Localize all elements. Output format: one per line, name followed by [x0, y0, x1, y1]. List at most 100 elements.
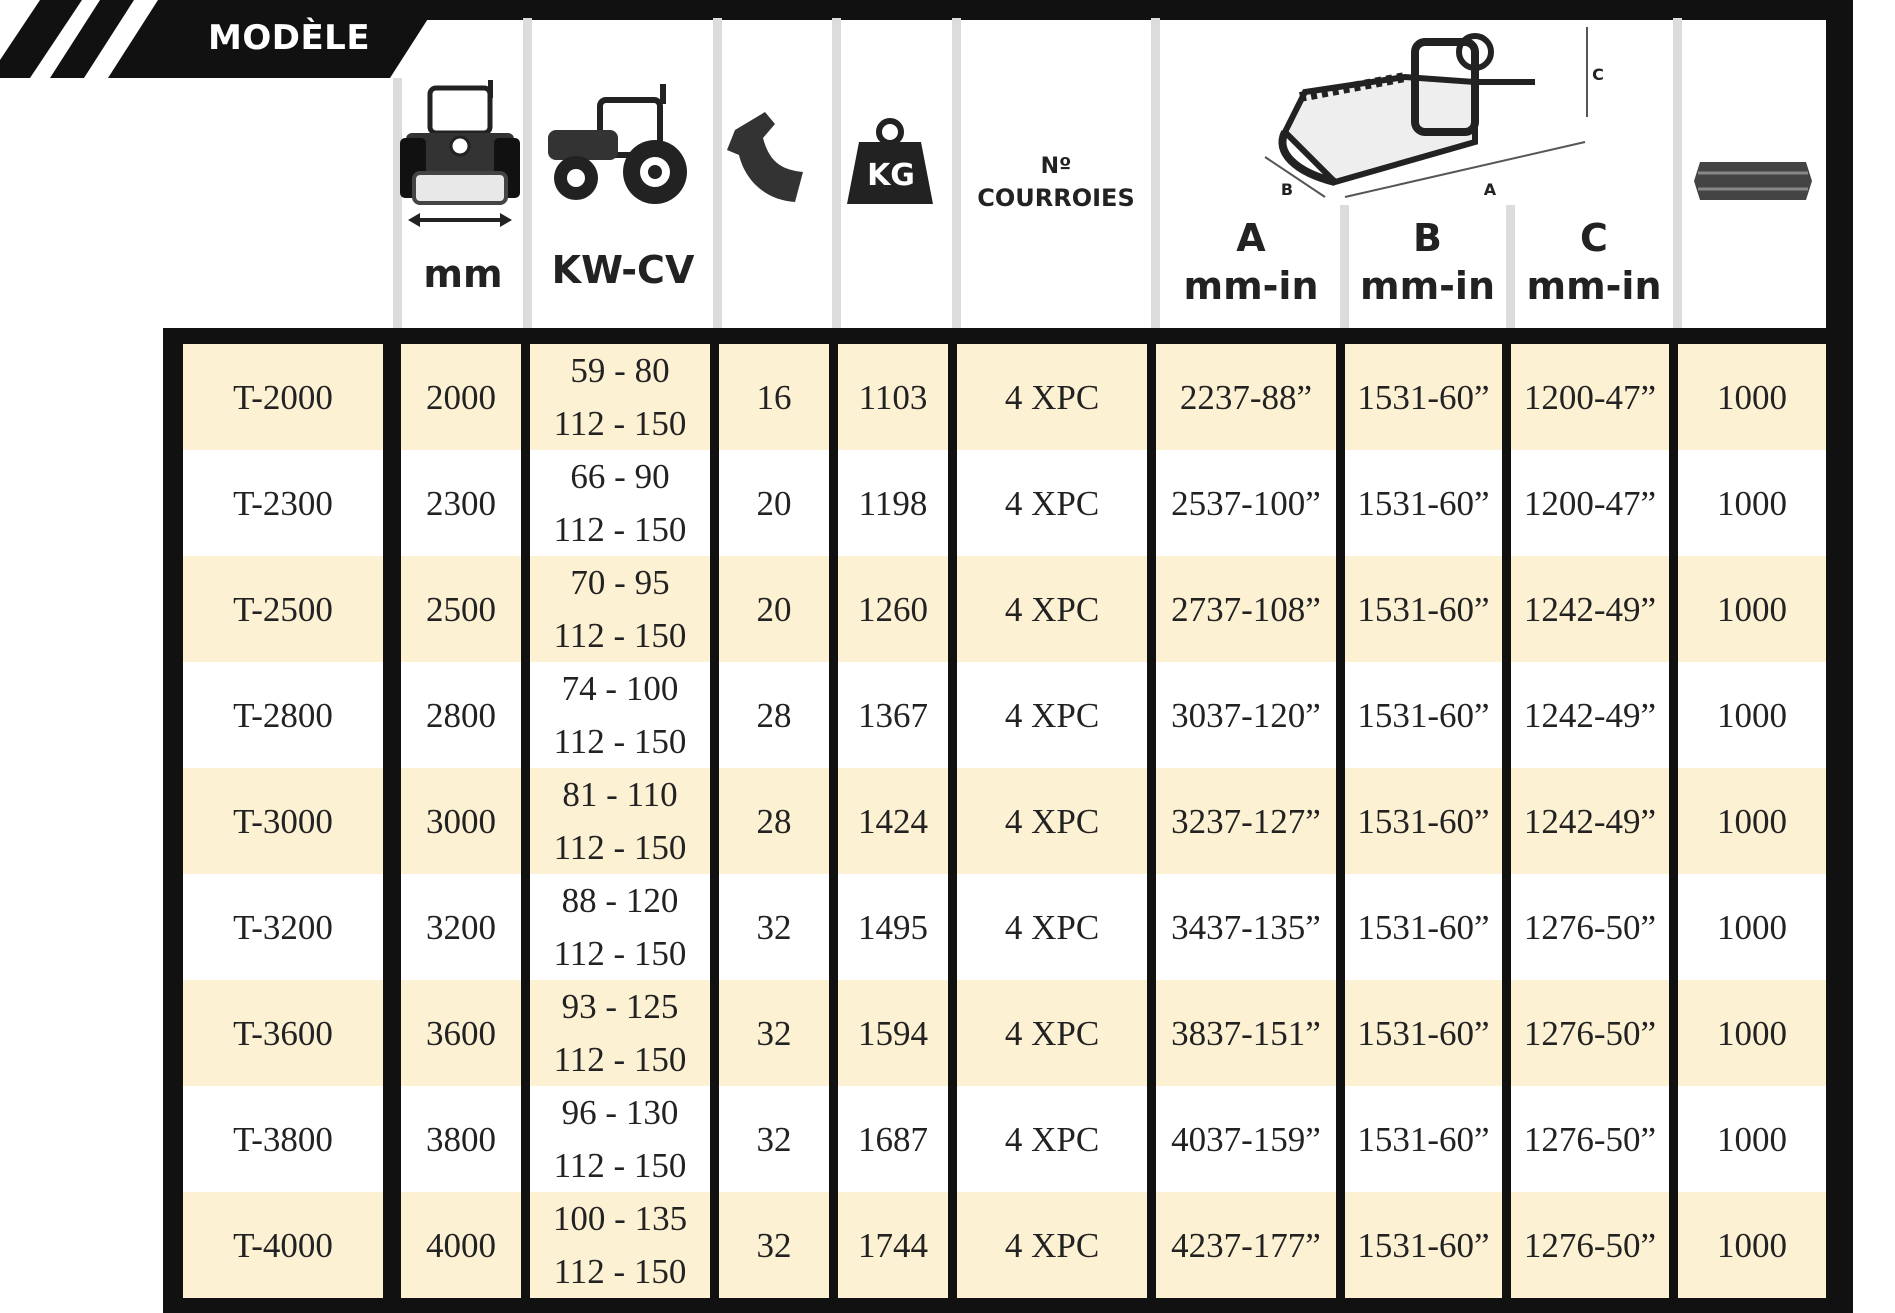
cell-model: T-3200 — [183, 874, 383, 980]
cell-power-cv: 112 - 150 — [553, 722, 687, 761]
model-column-title: MODÈLE — [208, 18, 371, 58]
header-separator — [393, 78, 402, 330]
cell-dimension-a: 3037-120” — [1156, 662, 1336, 768]
cell-power: 93 - 125 112 - 150 — [530, 980, 710, 1086]
table-row: T-3200 3200 88 - 120 112 - 150 32 1495 4 XPC 34… — [163, 874, 1826, 980]
cell-blades: 32 — [719, 980, 829, 1086]
cell-power-kw: 100 - 135 — [552, 1199, 688, 1238]
flail-blade-icon — [727, 112, 803, 202]
cell-dimension-c: 1276-50” — [1511, 1192, 1669, 1298]
cell-model: T-4000 — [183, 1192, 383, 1298]
header-separator — [1673, 18, 1682, 330]
diagram-label-b: B — [1280, 180, 1294, 199]
cell-weight: 1424 — [838, 768, 948, 874]
cell-dimension-c: 1276-50” — [1511, 1086, 1669, 1192]
cell-belts: 4 XPC — [957, 980, 1147, 1086]
cell-width-mm: 3800 — [401, 1086, 521, 1192]
cell-power-cv: 112 - 150 — [553, 1040, 687, 1079]
belts-label-line1: Nº — [1040, 154, 1072, 179]
header-separator — [952, 18, 961, 330]
cell-pto: 1000 — [1678, 1192, 1826, 1298]
cell-dimension-b: 1531-60” — [1345, 768, 1502, 874]
table-row: T-4000 4000 100 - 135 112 - 150 32 1744 4 XPC 4… — [163, 1192, 1826, 1298]
width-unit-label: mm — [423, 252, 503, 296]
cell-dimension-a: 2737-108” — [1156, 556, 1336, 662]
cell-dimension-c: 1200-47” — [1511, 450, 1669, 556]
table-row: T-2300 2300 66 - 90 112 - 150 20 1198 4 XPC 253… — [163, 450, 1826, 556]
table-top-border — [393, 0, 1853, 20]
cell-dimension-a: 3237-127” — [1156, 768, 1336, 874]
cell-power-kw: 74 - 100 — [561, 669, 679, 708]
cell-pto: 1000 — [1678, 344, 1826, 450]
cell-blades: 16 — [719, 344, 829, 450]
cell-width-mm: 2000 — [401, 344, 521, 450]
cell-width-mm: 3600 — [401, 980, 521, 1086]
table-row: T-3000 3000 81 - 110 112 - 150 28 1424 4 XPC 32… — [163, 768, 1826, 874]
cell-power: 66 - 90 112 - 150 — [530, 450, 710, 556]
cell-belts: 4 XPC — [957, 344, 1147, 450]
cell-power-cv: 112 - 150 — [553, 1146, 687, 1185]
cell-weight: 1103 — [838, 344, 948, 450]
cell-model: T-3000 — [183, 768, 383, 874]
cell-width-mm: 2300 — [401, 450, 521, 556]
table-row: T-2500 2500 70 - 95 112 - 150 20 1260 4 XPC 273… — [163, 556, 1826, 662]
cell-weight: 1744 — [838, 1192, 948, 1298]
cell-power-kw: 88 - 120 — [561, 881, 679, 920]
cell-dimension-a: 2537-100” — [1156, 450, 1336, 556]
cell-dimension-c: 1276-50” — [1511, 980, 1669, 1086]
cell-power: 70 - 95 112 - 150 — [530, 556, 710, 662]
cell-power: 81 - 110 112 - 150 — [530, 768, 710, 874]
cell-belts: 4 XPC — [957, 1192, 1147, 1298]
cell-dimension-b: 1531-60” — [1345, 874, 1502, 980]
cell-model: T-3800 — [183, 1086, 383, 1192]
cell-blades: 32 — [719, 1086, 829, 1192]
cell-power-kw: 93 - 125 — [561, 987, 679, 1026]
cell-dimension-b: 1531-60” — [1345, 450, 1502, 556]
cell-dimension-b: 1531-60” — [1345, 1192, 1502, 1298]
cell-power-cv: 112 - 150 — [553, 510, 687, 549]
header-separator — [523, 18, 532, 330]
cell-pto: 1000 — [1678, 450, 1826, 556]
cell-blades: 20 — [719, 556, 829, 662]
cell-dimension-c: 1200-47” — [1511, 344, 1669, 450]
cell-power-cv: 112 - 150 — [553, 828, 687, 867]
dimension-b-letter: B — [1413, 216, 1442, 260]
cell-power: 100 - 135 112 - 150 — [530, 1192, 710, 1298]
cell-width-mm: 4000 — [401, 1192, 521, 1298]
cell-belts: 4 XPC — [957, 1086, 1147, 1192]
weight-icon-text: KG — [867, 158, 915, 193]
header-separator — [1340, 205, 1349, 330]
cell-dimension-c: 1242-49” — [1511, 556, 1669, 662]
cell-dimension-b: 1531-60” — [1345, 980, 1502, 1086]
dimension-c-unit: mm-in — [1526, 264, 1662, 308]
cell-belts: 4 XPC — [957, 768, 1147, 874]
cell-model: T-2800 — [183, 662, 383, 768]
cell-dimension-c: 1276-50” — [1511, 874, 1669, 980]
cell-weight: 1198 — [838, 450, 948, 556]
cell-dimension-b: 1531-60” — [1345, 344, 1502, 450]
cell-model: T-2500 — [183, 556, 383, 662]
tractor-side-icon — [548, 84, 687, 204]
cell-power-cv: 112 - 150 — [553, 616, 687, 655]
cell-belts: 4 XPC — [957, 662, 1147, 768]
specs-table: T-2000 2000 59 - 80 112 - 150 16 1103 4 XPC 223… — [163, 328, 1826, 1313]
cell-power: 96 - 130 112 - 150 — [530, 1086, 710, 1192]
belts-label-line2: COURROIES — [977, 184, 1135, 212]
cell-power: 74 - 100 112 - 150 — [530, 662, 710, 768]
cell-belts: 4 XPC — [957, 450, 1147, 556]
cell-width-mm: 3000 — [401, 768, 521, 874]
cell-power-cv: 112 - 150 — [553, 934, 687, 973]
diagram-label-c: C — [1592, 65, 1604, 84]
cell-pto: 1000 — [1678, 556, 1826, 662]
weight-icon — [847, 118, 933, 204]
cell-weight: 1260 — [838, 556, 948, 662]
diagram-label-a: A — [1483, 180, 1497, 199]
cell-power-kw: 70 - 95 — [570, 563, 670, 602]
cell-pto: 1000 — [1678, 874, 1826, 980]
cell-belts: 4 XPC — [957, 556, 1147, 662]
cell-dimension-b: 1531-60” — [1345, 556, 1502, 662]
header-separator — [832, 18, 841, 330]
cell-dimension-b: 1531-60” — [1345, 662, 1502, 768]
table-row: T-3800 3800 96 - 130 112 - 150 32 1687 4 XPC 40… — [163, 1086, 1826, 1192]
cell-weight: 1367 — [838, 662, 948, 768]
